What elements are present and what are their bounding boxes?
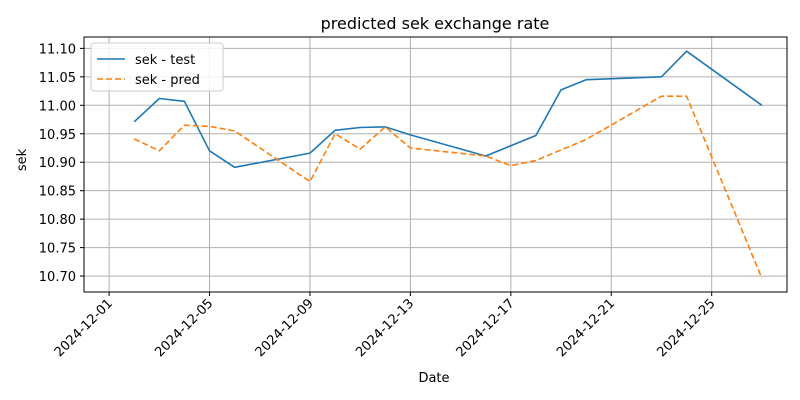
x-axis-title: Date xyxy=(418,371,449,386)
y-tick-label: 11.10 xyxy=(39,42,76,57)
series-layer xyxy=(133,50,763,279)
y-tick-label: 11.05 xyxy=(39,71,76,86)
legend-label: sek - test xyxy=(135,53,195,68)
y-tick-label: 10.70 xyxy=(39,270,76,285)
grid xyxy=(84,37,787,292)
y-tick-label: 10.95 xyxy=(39,128,76,143)
legend: sek - test sek - pred xyxy=(90,42,224,92)
y-tick-label: 10.80 xyxy=(39,213,76,228)
y-tick-label: 10.90 xyxy=(39,156,76,171)
legend-label: sek - pred xyxy=(135,73,200,88)
chart-title: predicted sek exchange rate xyxy=(321,14,550,33)
plot-frame xyxy=(83,36,788,293)
y-tick-label: 11.00 xyxy=(39,99,76,114)
y-tick-label: 10.85 xyxy=(39,185,76,200)
y-tick-label: 10.75 xyxy=(39,242,76,257)
y-axis: 10.70 10.75 10.80 10.85 10.90 10.95 11.00 11.05… xyxy=(39,42,84,285)
y-axis-title: sek xyxy=(15,148,30,171)
series-line-1 xyxy=(133,50,763,169)
